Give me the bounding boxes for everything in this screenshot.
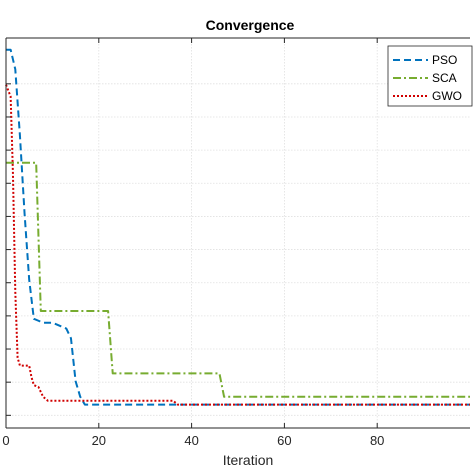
x-tick-label: 60 xyxy=(277,433,291,448)
x-axis-label: Iteration xyxy=(223,452,274,468)
axes: 0 20 40 60 80 xyxy=(2,37,470,448)
legend-label-pso: PSO xyxy=(432,53,457,67)
series-line-sca xyxy=(6,161,470,398)
series-line-gwo xyxy=(5,84,470,406)
x-tick-label: 40 xyxy=(184,433,198,448)
chart-title: Convergence xyxy=(206,17,295,33)
legend-label-gwo: GWO xyxy=(432,89,462,103)
series-lines xyxy=(5,48,470,406)
series-line-pso xyxy=(6,48,470,406)
legend: PSO SCA GWO xyxy=(387,45,473,107)
x-tick-label: 80 xyxy=(370,433,384,448)
x-tick-label: 0 xyxy=(2,433,9,448)
grid xyxy=(6,38,470,428)
legend-label-sca: SCA xyxy=(432,71,457,85)
x-tick-label: 20 xyxy=(92,433,106,448)
